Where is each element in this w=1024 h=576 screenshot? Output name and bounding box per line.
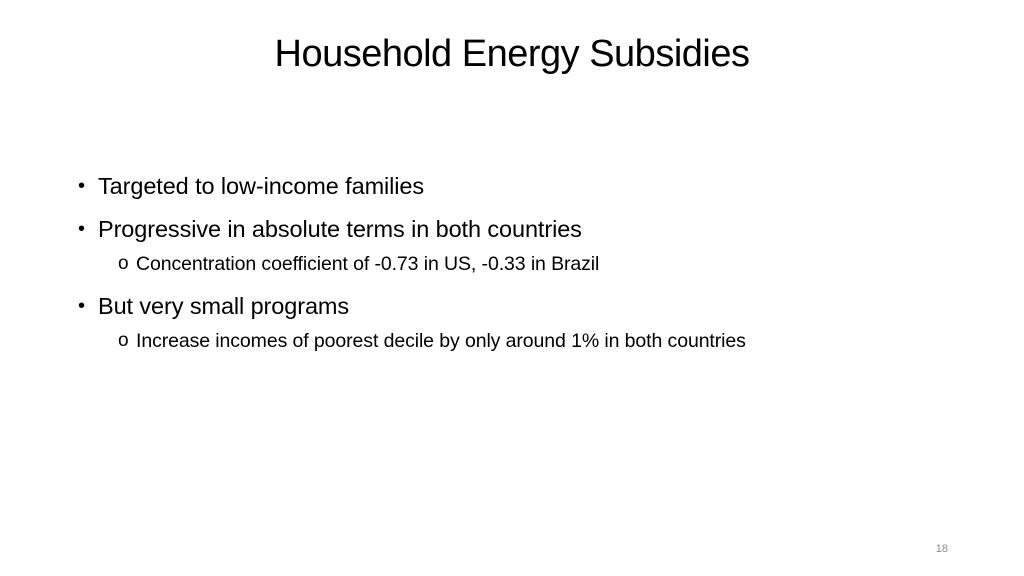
bullet-marker: • (78, 218, 85, 240)
bullet-text: Targeted to low-income families (98, 173, 425, 199)
sub-bullet-marker: o (118, 253, 129, 274)
bullet-text: Progressive in absolute terms in both co… (98, 216, 582, 242)
slide-title: Household Energy Subsidies (274, 33, 750, 75)
bullet-item: • Targeted to low-income families (76, 170, 976, 202)
bullet-marker: • (78, 295, 85, 317)
sub-bullet-text: Increase incomes of poorest decile by on… (136, 330, 746, 352)
page-number: 18 (935, 543, 948, 555)
bullet-item: • Progressive in absolute terms in both … (76, 213, 976, 245)
sub-bullet-text: Concentration coefficient of -0.73 in US… (136, 253, 600, 275)
sub-bullet-marker: o (118, 330, 129, 351)
sub-bullet-item: o Concentration coefficient of -0.73 in … (76, 250, 976, 278)
bullet-text: But very small programs (98, 293, 350, 319)
sub-bullet-item: o Increase incomes of poorest decile by … (76, 327, 976, 355)
bullet-marker: • (78, 175, 85, 197)
bullet-item: • But very small programs (76, 290, 976, 322)
bullet-list: • Targeted to low-income families • Prog… (76, 170, 976, 367)
